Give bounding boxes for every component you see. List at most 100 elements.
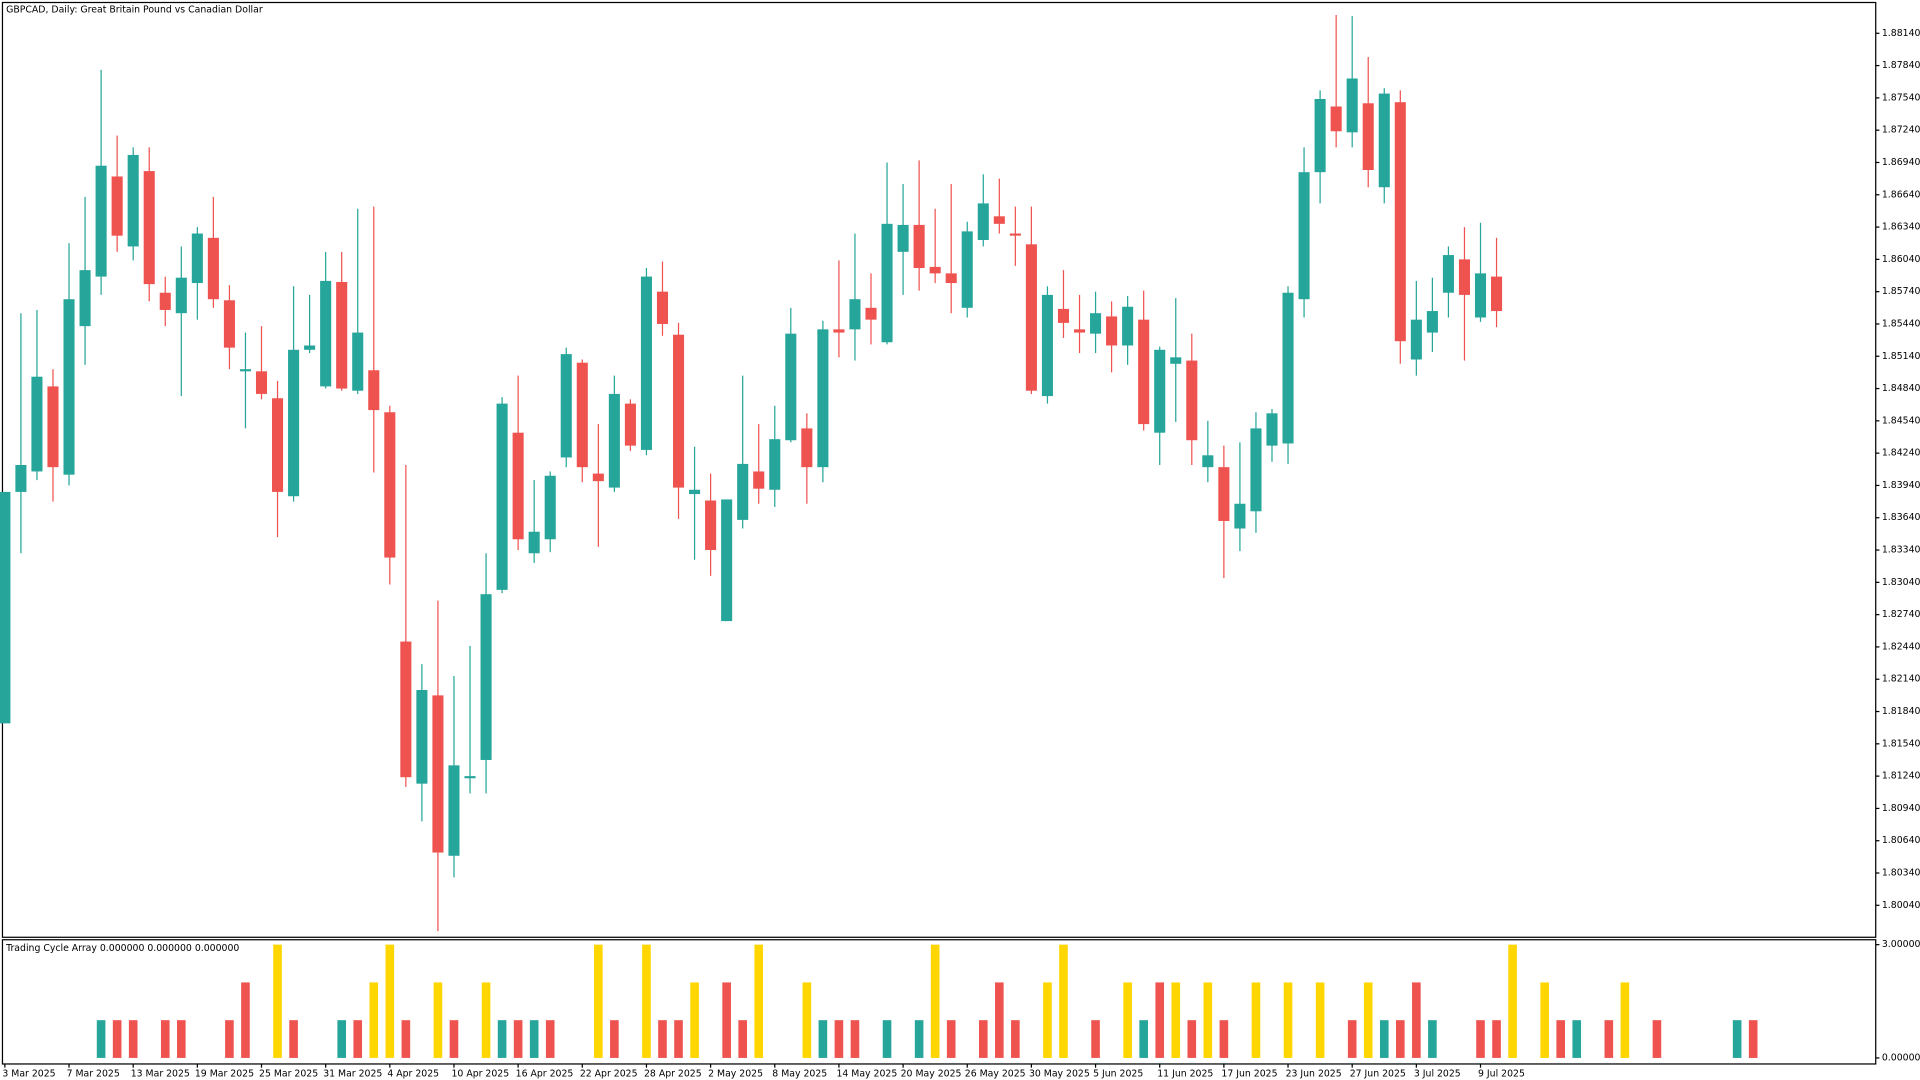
candle-body [753, 471, 765, 489]
indicator-bar [1219, 1020, 1229, 1058]
x-tick-label: 7 Mar 2025 [67, 1068, 120, 1079]
candle-body [1090, 313, 1102, 334]
candle-body [464, 776, 476, 779]
indicator-bar [1123, 982, 1132, 1058]
candle-body [544, 475, 556, 540]
indicator-bar [1203, 982, 1213, 1058]
indicator-bar [176, 1020, 186, 1058]
indicator-bar [594, 944, 603, 1058]
candle-body [721, 499, 733, 622]
candle-body [512, 432, 524, 540]
x-tick-label: 22 Apr 2025 [580, 1068, 638, 1079]
indicator-bar [1620, 982, 1630, 1058]
candle-body [1073, 329, 1086, 333]
candle-body [769, 439, 781, 490]
indicator-bar [1540, 982, 1549, 1058]
candle-body [496, 403, 508, 590]
candle-body [159, 292, 171, 310]
indicator-bar [1572, 1020, 1582, 1058]
candle-body [608, 393, 620, 488]
y-tick-label: 1.83040 [1882, 577, 1920, 588]
candle-body [143, 171, 155, 285]
candle-body [929, 266, 941, 274]
y-tick-label: 1.81240 [1882, 771, 1920, 782]
y-tick-label: 1.85440 [1882, 318, 1920, 329]
y-tick-label: 1.86040 [1882, 254, 1920, 265]
candle-body [624, 403, 636, 446]
candle-body [79, 270, 91, 327]
indicator-bar [401, 1020, 411, 1058]
chart-title: GBPCAD, Daily: Great Britain Pound vs Ca… [6, 4, 263, 15]
y-tick-label: 1.82140 [1882, 674, 1920, 685]
candle-body [1491, 276, 1503, 312]
indicator-bar [995, 982, 1004, 1058]
candle-body [127, 154, 139, 247]
x-tick-label: 23 Jun 2025 [1286, 1068, 1342, 1079]
candle-body [384, 412, 396, 558]
y-tick-label: 1.85140 [1882, 351, 1920, 362]
candle-body [47, 386, 59, 468]
indicator-bar [1315, 982, 1325, 1058]
indicator-bar [1428, 1020, 1437, 1058]
candle-body [1266, 413, 1278, 446]
x-tick-label: 9 Jul 2025 [1478, 1068, 1525, 1079]
indicator-bar [225, 1020, 234, 1058]
candle-body [320, 280, 332, 387]
candle-body [1442, 255, 1454, 293]
candle-body [737, 463, 749, 520]
indicator-bar [1059, 944, 1068, 1058]
candle-body [705, 500, 717, 551]
y-tick-label: 1.87840 [1882, 60, 1920, 71]
indicator-bar [914, 1020, 924, 1058]
indicator-bar [1091, 1020, 1100, 1058]
candle-body [63, 299, 75, 475]
indicator-bar [658, 1020, 667, 1058]
x-tick-label: 27 Jun 2025 [1350, 1068, 1406, 1079]
candle-body [689, 489, 701, 495]
y-tick-label: 1.80340 [1882, 868, 1920, 879]
candle-body [849, 299, 861, 330]
candle-body [368, 370, 380, 411]
x-tick-label: 2 May 2025 [708, 1068, 763, 1079]
candle-body [448, 765, 460, 856]
indicator-bar [241, 982, 250, 1058]
candle-body [1250, 428, 1262, 512]
indicator-bar [1652, 1020, 1662, 1058]
candle-body [1218, 467, 1230, 521]
indicator-bar [1748, 1020, 1758, 1058]
y-tick-label: 1.84540 [1882, 415, 1920, 426]
candle-body [1025, 244, 1037, 391]
indicator-bar [289, 1020, 298, 1058]
candle-body [656, 291, 669, 324]
x-tick-label: 4 Apr 2025 [387, 1068, 439, 1079]
candle-body [1314, 98, 1326, 173]
indicator-bar [1171, 982, 1181, 1058]
y-tick-label: 1.83940 [1882, 480, 1920, 491]
candle-body [0, 491, 11, 724]
x-tick-label: 16 Apr 2025 [516, 1068, 574, 1079]
indicator-bar [1251, 982, 1261, 1058]
candle-body [1458, 259, 1471, 295]
y-tick-label: 1.86640 [1882, 189, 1920, 200]
candle-body [1057, 308, 1070, 323]
indicator-bar [112, 1020, 122, 1058]
indicator-bar [1396, 1020, 1405, 1058]
y-tick-label: 1.87540 [1882, 92, 1920, 103]
x-tick-label: 14 May 2025 [836, 1068, 897, 1079]
candle-body [1378, 93, 1390, 188]
x-tick-label: 28 Apr 2025 [644, 1068, 702, 1079]
indicator-bar [96, 1020, 106, 1058]
indicator-bar [946, 1020, 956, 1058]
candle-body [801, 428, 813, 468]
x-tick-label: 13 Mar 2025 [131, 1068, 190, 1079]
candle-body [865, 307, 877, 320]
indicator-bar [1508, 944, 1517, 1058]
indicator-bar [1283, 982, 1293, 1058]
candle-body [1041, 294, 1053, 397]
indicator-bar [1732, 1020, 1742, 1058]
indicator-bar [1347, 1020, 1357, 1058]
x-tick-label: 26 May 2025 [965, 1068, 1026, 1079]
indicator-bar [449, 1020, 459, 1058]
y-tick-label: 1.82440 [1882, 641, 1920, 652]
indicator-bar [385, 944, 395, 1058]
